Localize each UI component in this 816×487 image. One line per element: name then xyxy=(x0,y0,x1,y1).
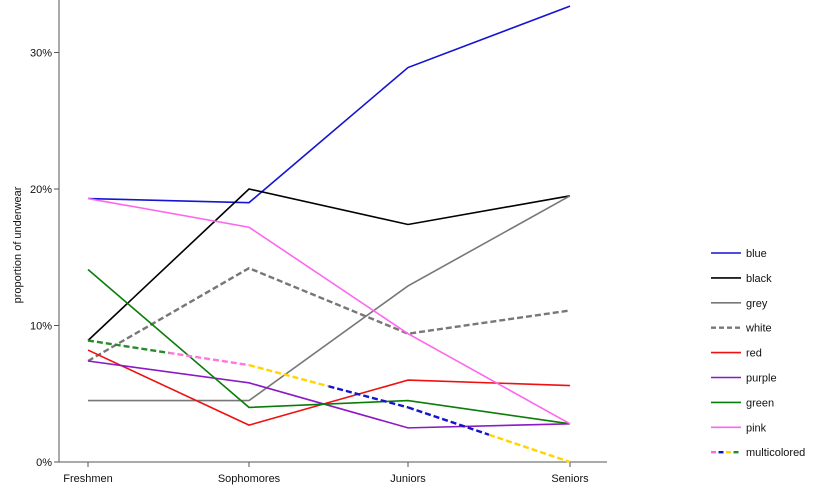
legend-item-red: red xyxy=(711,348,762,360)
series-segment xyxy=(87,339,169,354)
legend-label: grey xyxy=(746,298,768,310)
series-line-green xyxy=(87,268,571,425)
legend-label: red xyxy=(746,348,762,360)
legend-label: green xyxy=(746,397,774,409)
y-tick-label: 0% xyxy=(36,457,52,469)
y-tick-label: 30% xyxy=(30,48,52,60)
series-segment xyxy=(407,406,490,436)
series-segment xyxy=(168,351,250,367)
legend-label: white xyxy=(745,323,772,335)
legend-item-multicolored: multicolored xyxy=(711,447,805,459)
series-line-blue xyxy=(87,5,571,204)
series-line-red xyxy=(87,349,571,426)
series-segment xyxy=(248,363,329,388)
legend-label: purple xyxy=(746,373,777,385)
x-tick-label: Seniors xyxy=(551,473,589,485)
y-tick-label: 20% xyxy=(30,184,52,196)
x-tick-label: Freshmen xyxy=(63,473,113,485)
legend-label: black xyxy=(746,273,772,285)
series-line-grey xyxy=(88,195,571,402)
series-segment xyxy=(488,433,571,464)
series-line-pink xyxy=(87,197,571,425)
legend-label: pink xyxy=(746,422,767,434)
legend-item-grey: grey xyxy=(711,298,768,310)
legend-item-blue: blue xyxy=(711,248,767,260)
legend-item-purple: purple xyxy=(711,373,777,385)
x-tick-label: Sophomores xyxy=(218,473,281,485)
y-tick-label: 10% xyxy=(30,321,52,333)
legend-item-green: green xyxy=(711,397,774,409)
x-tick-label: Juniors xyxy=(390,473,426,485)
legend-label: multicolored xyxy=(746,447,805,459)
legend-item-black: black xyxy=(711,273,772,285)
series-line-white xyxy=(87,266,571,363)
axes: 0% 10% 20% 30% Freshmen Sophomores Juniors Seni… xyxy=(12,0,607,485)
series-segment xyxy=(328,385,409,409)
series-line-black xyxy=(87,188,571,342)
y-axis-title: proportion of underwear xyxy=(12,186,24,303)
legend-item-white: white xyxy=(711,323,772,335)
series-line-multicolored xyxy=(87,339,571,464)
legend-item-pink: pink xyxy=(711,422,767,434)
series-line-purple xyxy=(87,360,571,429)
series-lines xyxy=(87,5,571,464)
legend-label: blue xyxy=(746,248,767,260)
legend: blue black grey white red purple green pink mult… xyxy=(711,248,805,459)
